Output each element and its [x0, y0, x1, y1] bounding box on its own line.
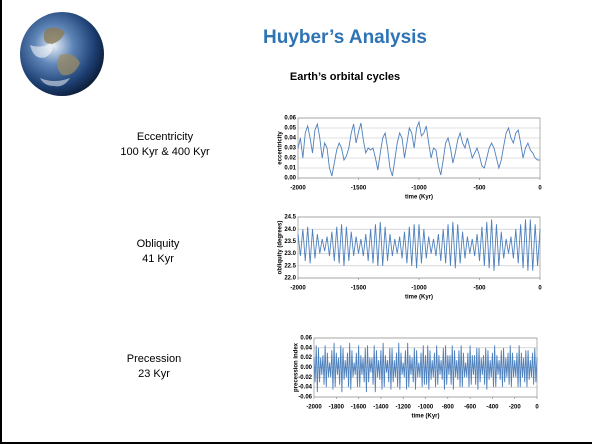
y-tick-label: 0.06 [284, 116, 296, 122]
caption: 100 Kyr & 400 Kyr [120, 146, 210, 158]
x-tick-label: -1000 [411, 286, 427, 292]
x-tick-label: -1000 [418, 405, 434, 411]
caption: Precession [127, 353, 181, 365]
x-tick-label: -500 [473, 286, 486, 292]
y-tick-label: 22.0 [284, 276, 296, 282]
x-axis-label: time (Kyr) [411, 414, 439, 420]
y-tick-label: 0.04 [300, 345, 312, 351]
y-tick-label: 23.5 [284, 239, 296, 245]
x-tick-label: -1500 [351, 186, 367, 192]
x-tick-label: -1600 [351, 405, 367, 411]
x-tick-label: -800 [442, 405, 455, 411]
y-tick-label: 24.0 [284, 227, 296, 233]
x-tick-label: -1400 [373, 405, 389, 411]
caption: Obliquity [137, 238, 180, 250]
caption: 23 Kyr [138, 368, 170, 380]
y-tick-label: 24.5 [284, 215, 296, 221]
x-tick-label: -500 [473, 186, 486, 192]
y-axis-label: obliquity (degrees) [278, 221, 284, 275]
y-tick-label: 22.5 [284, 263, 296, 269]
earth-image [20, 12, 104, 96]
y-tick-label: -0.02 [298, 375, 312, 381]
y-tick-label: 23.0 [284, 251, 296, 257]
x-tick-label: -1500 [351, 286, 367, 292]
y-axis-label: precession index [294, 342, 300, 392]
y-tick-label: -0.04 [298, 385, 312, 391]
x-axis-label: time (Kyr) [405, 295, 433, 301]
slide-title: Huyber’s Analysis [263, 27, 427, 48]
caption: Eccentricity [137, 131, 194, 143]
y-tick-label: -0.06 [298, 395, 312, 401]
y-tick-label: 0.02 [300, 355, 312, 361]
slide-subtitle: Earth’s orbital cycles [290, 71, 400, 83]
x-tick-label: -2000 [306, 405, 322, 411]
x-tick-label: -600 [464, 405, 477, 411]
x-tick-label: -2000 [290, 186, 306, 192]
y-tick-label: 0.06 [300, 336, 312, 342]
y-tick-label: 0.04 [284, 136, 296, 142]
y-tick-label: 0.00 [300, 365, 312, 371]
x-tick-label: -200 [509, 405, 522, 411]
caption: 41 Kyr [142, 253, 174, 265]
y-tick-label: 0.05 [284, 126, 296, 132]
y-axis-label: eccentricity [278, 131, 284, 165]
x-tick-label: -1200 [396, 405, 412, 411]
y-tick-label: 0.01 [284, 166, 296, 172]
x-tick-label: -2000 [290, 286, 306, 292]
x-tick-label: -1800 [329, 405, 345, 411]
slide: Huyber’s Analysis Earth’s orbital cycles… [0, 0, 592, 444]
x-axis-label: time (Kyr) [405, 195, 433, 201]
x-tick-label: -1000 [411, 186, 427, 192]
y-tick-label: 0.02 [284, 156, 296, 162]
y-tick-label: 0.00 [284, 176, 296, 182]
x-tick-label: -400 [486, 405, 499, 411]
y-tick-label: 0.03 [284, 146, 296, 152]
